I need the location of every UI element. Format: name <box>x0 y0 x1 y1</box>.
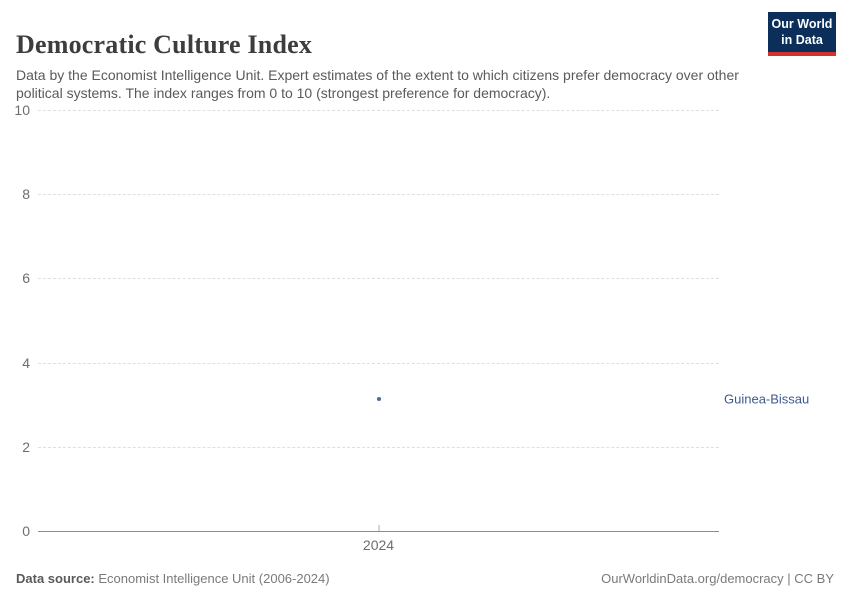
data-source-label: Data source: <box>16 571 95 586</box>
y-tick-label: 8 <box>22 186 30 203</box>
gridline <box>38 110 719 111</box>
y-tick-label: 6 <box>22 270 30 287</box>
owid-logo-line2: in Data <box>781 32 823 47</box>
x-tick-mark <box>378 525 379 531</box>
owid-logo[interactable]: Our World in Data <box>768 12 836 57</box>
gridline <box>38 446 719 448</box>
y-tick-label: 10 <box>14 102 30 118</box>
plot-area: 0 2 4 6 8 10 2024 Guinea-Bissau <box>14 102 809 553</box>
data-point[interactable] <box>376 397 381 402</box>
x-axis-line <box>38 531 719 532</box>
chart-footer: Data source: Economist Intelligence Unit… <box>16 571 834 586</box>
gridline <box>38 194 719 196</box>
data-source-value: Economist Intelligence Unit (2006-2024) <box>94 571 330 586</box>
gridline <box>38 362 719 364</box>
chart-subtitle: Data by the Economist Intelligence Unit.… <box>16 67 739 102</box>
y-tick-label: 0 <box>22 523 30 539</box>
page-title: Democratic Culture Index <box>16 30 313 60</box>
y-tick-label: 4 <box>22 354 30 371</box>
x-tick-label: 2024 <box>362 537 395 553</box>
series-entity-label[interactable]: Guinea-Bissau <box>724 391 810 407</box>
gridline <box>38 278 719 280</box>
owid-logo-line1: Our World <box>771 17 833 31</box>
license-link[interactable]: OurWorldinData.org/democracy | CC BY <box>601 571 834 586</box>
y-tick-label: 2 <box>22 438 30 455</box>
data-source-note: Data source: Economist Intelligence Unit… <box>16 571 330 586</box>
